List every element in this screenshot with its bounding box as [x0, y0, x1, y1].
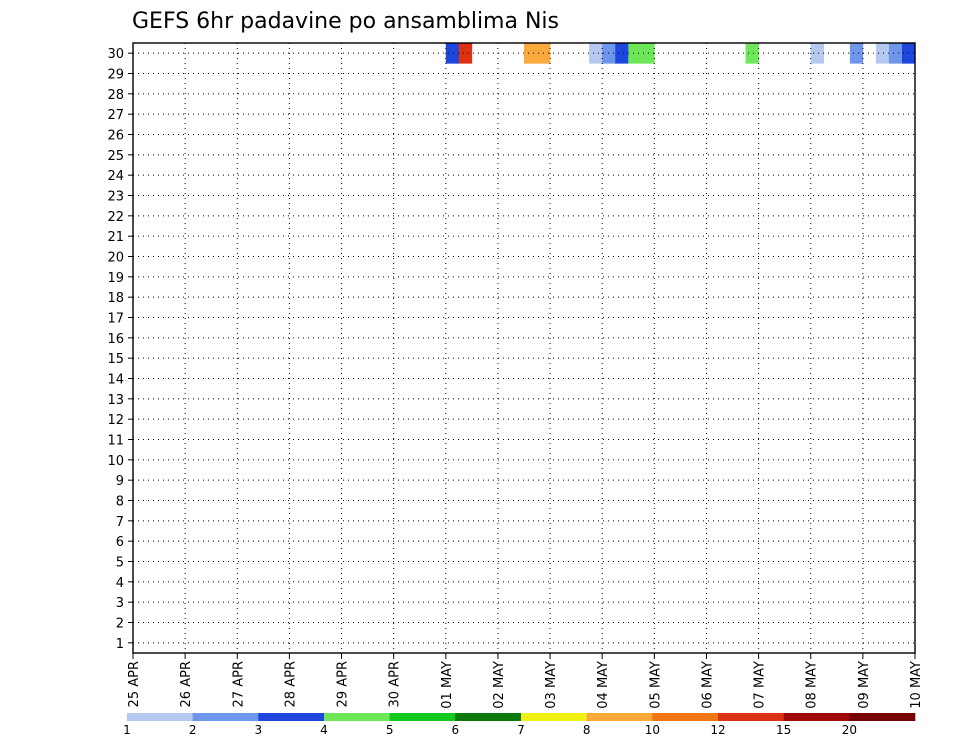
colorbar-label: 7 — [517, 723, 525, 737]
y-tick-label: 30 — [107, 47, 124, 62]
heatmap-cell — [745, 43, 759, 64]
x-tick-label: 29 APR — [336, 661, 351, 707]
plot-frame — [132, 42, 916, 654]
y-tick-label: 18 — [107, 291, 124, 306]
colorbar-label: 3 — [255, 723, 263, 737]
y-tick-label: 26 — [107, 129, 124, 144]
heatmap-cell — [589, 43, 603, 64]
y-tick-label: 7 — [116, 515, 124, 530]
colorbar-label: 1 — [123, 723, 131, 737]
heatmap-cell — [875, 43, 890, 64]
colorbar-swatch — [521, 713, 587, 721]
heatmap-cell — [615, 43, 629, 64]
colorbar-label: 20 — [842, 723, 857, 737]
colorbar: 1 2 3 4 5 6 7 8 10 12 15 20 — [123, 713, 916, 737]
y-tick-label: 23 — [107, 190, 124, 205]
y-tick-label: 11 — [107, 434, 124, 449]
colorbar-swatch — [258, 713, 325, 721]
x-tick-label: 28 APR — [283, 661, 298, 707]
colorbar-label: 12 — [710, 723, 725, 737]
colorbar-swatch — [718, 713, 784, 721]
x-tick-label: 05 MAY — [648, 661, 663, 709]
heatmap-cell — [849, 43, 864, 64]
x-tick-label: 04 MAY — [596, 661, 611, 709]
y-tick-label: 20 — [107, 251, 124, 266]
colorbar-swatch — [652, 713, 719, 721]
y-tick-label: 3 — [116, 596, 124, 611]
heatmap-cell — [810, 43, 825, 64]
y-tick-label: 22 — [107, 210, 124, 225]
colorbar-swatch — [455, 713, 522, 721]
x-tick-label: 10 MAY — [909, 661, 924, 709]
x-tick-label: 08 MAY — [805, 661, 820, 709]
y-tick-label: 21 — [107, 230, 124, 245]
colorbar-label: 6 — [452, 723, 460, 737]
colorbar-label: 8 — [583, 723, 591, 737]
colorbar-label: 10 — [645, 723, 660, 737]
y-tick-label: 12 — [107, 413, 124, 428]
x-tick-label: 30 APR — [388, 661, 403, 707]
heatmap-cell — [524, 43, 538, 64]
colorbar-label: 15 — [776, 723, 791, 737]
colorbar-swatch — [127, 713, 193, 721]
y-tick-label: 2 — [116, 617, 124, 632]
x-tick-label: 07 MAY — [753, 661, 768, 709]
x-tick-label: 25 APR — [127, 661, 142, 707]
y-tick-label: 29 — [107, 68, 124, 83]
x-tick-label: 01 MAY — [440, 661, 455, 709]
y-tick-label: 24 — [107, 169, 124, 184]
gridlines — [133, 43, 915, 653]
y-tick-label: 27 — [107, 108, 124, 123]
y-tick-label: 14 — [107, 373, 124, 388]
heatmap-cell — [458, 43, 473, 64]
x-tick-label: 26 APR — [179, 661, 194, 707]
colorbar-swatch — [192, 713, 259, 721]
y-tick-label: 15 — [107, 352, 124, 367]
heatmap-cell — [888, 43, 903, 64]
y-tick-label: 17 — [107, 312, 124, 327]
colorbar-swatch — [849, 713, 916, 721]
colorbar-swatch — [783, 713, 850, 721]
y-tick-label: 19 — [107, 271, 124, 286]
y-tick-label: 28 — [107, 88, 124, 103]
y-tick-label: 9 — [116, 474, 124, 489]
colorbar-swatch — [324, 713, 390, 721]
y-tick-label: 1 — [116, 637, 124, 652]
y-tick-label: 4 — [116, 576, 124, 591]
x-tick-label: 27 APR — [231, 661, 246, 707]
x-tick-label: 02 MAY — [492, 661, 507, 709]
y-tick-label: 13 — [107, 393, 124, 408]
y-tick-label: 10 — [107, 454, 124, 469]
colorbar-swatch — [389, 713, 456, 721]
colorbar-swatch — [586, 713, 653, 721]
heatmap-cells — [445, 43, 916, 64]
heatmap-cell — [628, 43, 642, 64]
colorbar-label: 2 — [189, 723, 197, 737]
y-tick-label: 8 — [116, 495, 124, 510]
y-tick-label: 16 — [107, 332, 124, 347]
x-tick-label: 06 MAY — [700, 661, 715, 709]
y-tick-label: 25 — [107, 149, 124, 164]
heatmap-cell — [641, 43, 655, 64]
chart-title: GEFS 6hr padavine po ansamblima Nis — [132, 9, 559, 34]
y-tick-label: 5 — [116, 556, 124, 571]
y-tick-label: 6 — [116, 535, 124, 550]
colorbar-label: 5 — [386, 723, 394, 737]
x-tick-label: 09 MAY — [857, 661, 872, 709]
colorbar-label: 4 — [320, 723, 328, 737]
x-axis: 25 APR 26 APR 27 APR 28 APR 29 APR 30 APR 01 M… — [127, 653, 924, 709]
x-tick-label: 03 MAY — [544, 661, 559, 709]
y-axis: 1234567891011121314151617181920212223242… — [107, 47, 133, 652]
heatmap-cell — [445, 43, 460, 64]
